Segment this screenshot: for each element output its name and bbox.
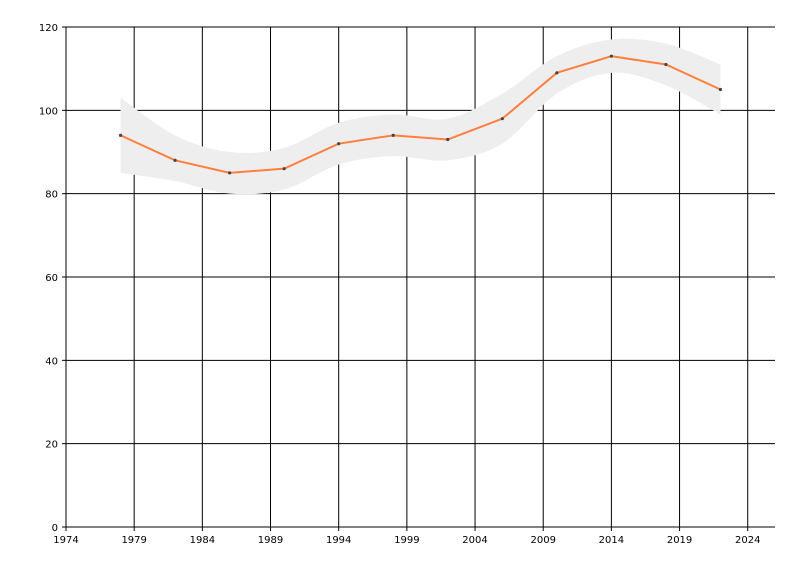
x-tick-label: 1974 xyxy=(53,535,78,546)
y-tick-label: 120 xyxy=(39,23,58,34)
x-tick-label: 1994 xyxy=(326,535,351,546)
y-tick-label: 100 xyxy=(39,106,58,117)
data-point xyxy=(118,133,123,137)
data-point xyxy=(609,54,613,58)
x-tick-label: 1979 xyxy=(121,535,146,546)
x-tick-label: 2019 xyxy=(667,535,692,546)
x-tick-label: 2014 xyxy=(599,535,624,546)
y-tick-label: 20 xyxy=(45,440,58,451)
x-tick-label: 2009 xyxy=(530,535,555,546)
series-line xyxy=(120,55,721,174)
x-tick-label: 1984 xyxy=(190,535,215,546)
data-point xyxy=(282,167,286,171)
x-tick-label: 1999 xyxy=(394,535,419,546)
y-tick-label: 0 xyxy=(52,523,58,534)
axes xyxy=(62,26,775,531)
y-tick-label: 60 xyxy=(45,273,58,284)
y-tick-labels: 0 20 40 60 80 100 120 xyxy=(39,23,58,534)
y-tick-label: 80 xyxy=(45,190,58,201)
data-point xyxy=(391,133,395,137)
x-tick-label: 1989 xyxy=(258,535,283,546)
grid xyxy=(66,26,775,527)
data-point xyxy=(446,137,450,142)
data-point xyxy=(173,158,177,162)
y-tick-label: 40 xyxy=(45,356,58,367)
data-point xyxy=(555,71,559,75)
data-point xyxy=(228,171,232,175)
data-point xyxy=(664,62,668,67)
data-point xyxy=(337,142,341,146)
x-tick-label: 2004 xyxy=(462,535,487,546)
x-tick-labels: 1974 1979 1984 1989 1994 1999 2004 2009 2014 2019… xyxy=(53,535,760,546)
x-tick-label: 2024 xyxy=(735,535,760,546)
data-point xyxy=(500,117,504,121)
data-points xyxy=(118,54,723,175)
confidence-band xyxy=(120,38,721,195)
data-point xyxy=(718,87,723,92)
